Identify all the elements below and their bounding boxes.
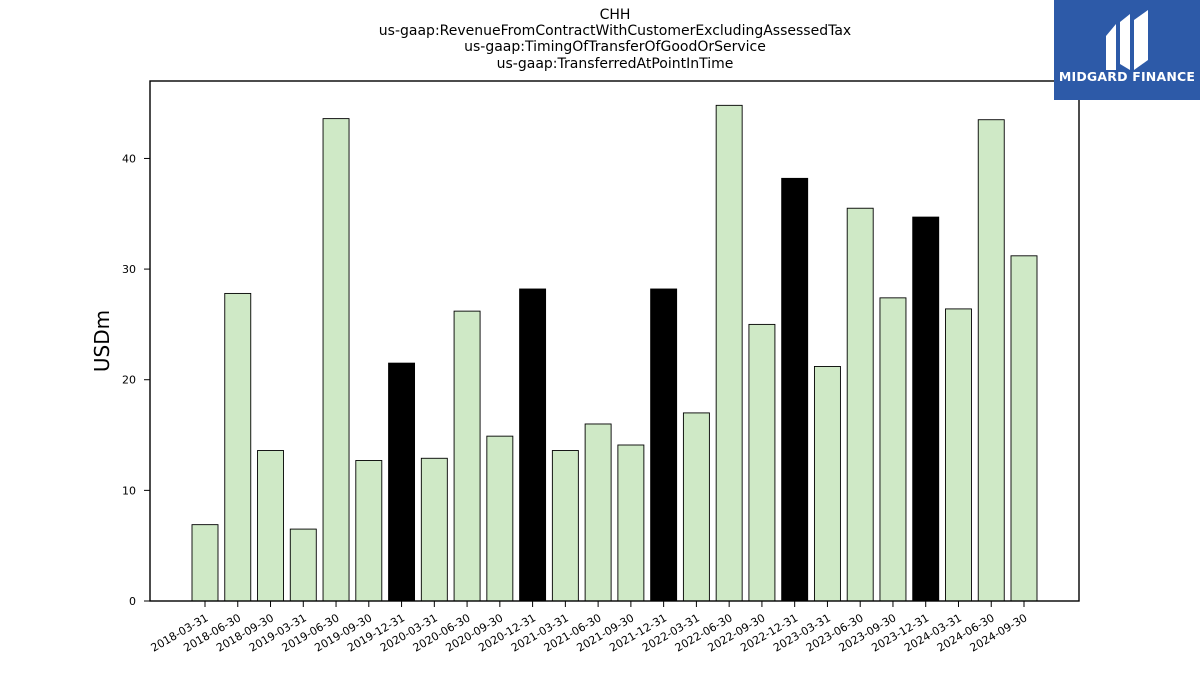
chart-title-line-2: us-gaap:RevenueFromContractWithCustomerE…	[378, 23, 852, 39]
logo-text: MIDGARD FINANCE	[1058, 69, 1196, 84]
bar-2019-06-30	[322, 118, 350, 602]
bar-2021-09-30	[617, 444, 645, 602]
bar-2023-06-30	[846, 207, 874, 602]
y-tick-label: 20	[122, 374, 136, 387]
y-axis-label: USDm	[90, 310, 114, 372]
y-tick-label: 40	[122, 152, 136, 165]
bar-2021-12-31	[650, 288, 678, 602]
x-axis: 2018-03-312018-06-302018-09-302019-03-31…	[149, 601, 1030, 655]
bar-2024-03-31	[945, 308, 972, 602]
bar-2022-06-30	[715, 104, 743, 602]
y-tick-label: 10	[122, 484, 136, 497]
chart-title-line-4: us-gaap:TransferredAtPointInTime	[496, 56, 734, 72]
bar-2019-03-31	[289, 528, 317, 602]
chart-title-line-1: CHH	[599, 7, 631, 23]
bar-2022-09-30	[748, 323, 776, 602]
bar-2021-03-31	[551, 450, 579, 602]
midgard-logo-icon	[1106, 10, 1148, 70]
bar-2023-12-31	[912, 216, 940, 602]
bar-2023-03-31	[813, 366, 841, 602]
midgard-finance-logo: MIDGARD FINANCE	[1054, 0, 1200, 100]
bar-2018-09-30	[257, 450, 284, 602]
bar-2020-09-30	[486, 435, 514, 602]
bar-2020-06-30	[453, 310, 481, 602]
bar-2022-12-31	[781, 177, 809, 602]
bar-2024-06-30	[977, 119, 1005, 602]
bar-2018-03-31	[191, 524, 219, 602]
bar-2020-03-31	[420, 457, 448, 602]
y-axis: 0 10 20 30 40	[122, 152, 150, 608]
y-tick-label: 30	[122, 263, 136, 276]
chart-title-line-3: us-gaap:TimingOfTransferOfGoodOrService	[464, 39, 766, 55]
bars-group	[191, 104, 1038, 602]
bar-2022-03-31	[682, 412, 710, 602]
bar-2023-09-30	[879, 297, 907, 602]
bar-2019-12-31	[388, 362, 416, 602]
bar-2018-06-30	[224, 292, 252, 602]
bar-2024-09-30	[1010, 255, 1038, 602]
bar-2019-09-30	[355, 460, 383, 602]
bar-2021-06-30	[584, 423, 612, 602]
y-tick-label: 0	[129, 595, 136, 608]
plot-frame	[149, 80, 1080, 602]
bar-2020-12-31	[519, 288, 547, 602]
